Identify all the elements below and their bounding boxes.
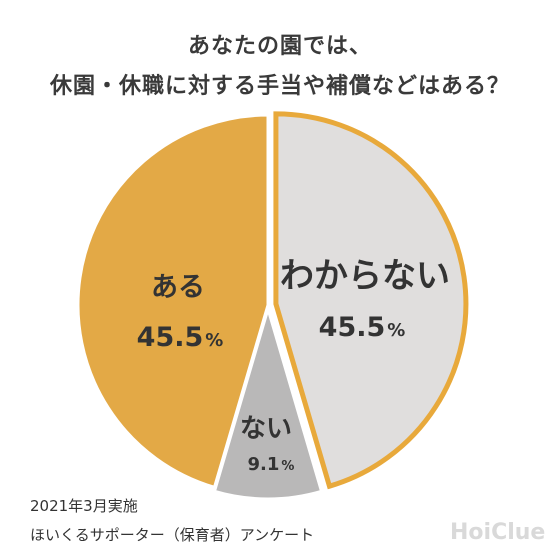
slice-aru-percent: 45.5%	[137, 322, 224, 353]
slice-aru	[76, 113, 270, 490]
survey-source: ほいくるサポーター（保育者）アンケート	[30, 526, 315, 544]
slice-nai-label: ない	[240, 414, 292, 444]
slice-wakaranai-percent: 45.5%	[319, 312, 406, 343]
slice-nai-percent: 9.1%	[248, 454, 295, 475]
slice-nai	[212, 303, 324, 501]
slice-wakaranai-label: わからない	[280, 256, 450, 296]
slice-wakaranai	[273, 111, 469, 490]
chart-title-line1: あなたの園では、	[187, 34, 372, 59]
hoiclue-logo: HoiClue	[450, 520, 546, 545]
slice-aru-label: ある	[151, 272, 205, 303]
chart-title-line2: 休園・休職に対する手当や補償などはある？	[49, 74, 510, 99]
survey-date: 2021年3月実施	[30, 497, 138, 515]
